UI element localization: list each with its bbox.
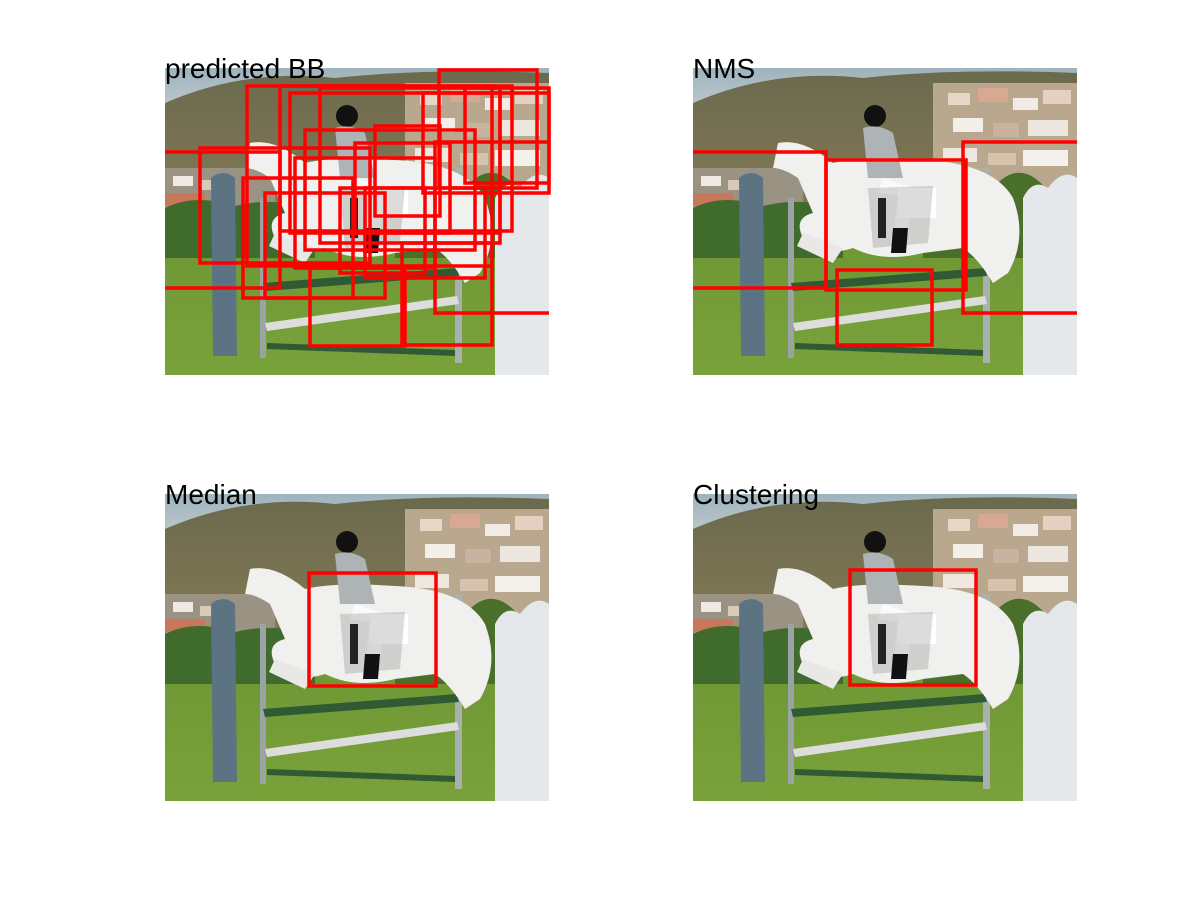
bounding-box [824, 158, 968, 292]
bounding-box [848, 568, 978, 687]
predicted-boxes-overlay [165, 68, 551, 348]
panel-median: Median [165, 480, 549, 801]
bounding-box [303, 128, 477, 252]
bounding-box [307, 571, 438, 688]
bounding-box [308, 266, 407, 348]
bounding-box [165, 150, 282, 290]
median-box-overlay [307, 571, 438, 688]
bounding-box [241, 176, 355, 300]
bounding-box [961, 140, 1077, 315]
panel-predicted-bb: predicted BB [165, 54, 551, 375]
bounding-box [198, 146, 372, 265]
bounding-box [400, 241, 494, 347]
panel-title: predicted BB [165, 53, 326, 84]
bounding-box [433, 140, 549, 315]
bounding-box [463, 86, 551, 185]
nms-boxes-overlay [693, 140, 1077, 347]
panel-clustering: Clustering [693, 480, 1077, 801]
panel-nms: NMS [693, 54, 1077, 375]
bounding-box [693, 150, 828, 290]
panel-title: Clustering [693, 479, 820, 510]
bounding-box [318, 86, 502, 245]
clustering-box-overlay [848, 568, 978, 687]
bounding-box [338, 186, 427, 275]
bounding-box [373, 124, 442, 218]
bounding-box [263, 191, 387, 300]
bounding-box [835, 268, 934, 347]
panel-title: NMS [693, 53, 756, 84]
panel-title: Median [165, 479, 257, 510]
